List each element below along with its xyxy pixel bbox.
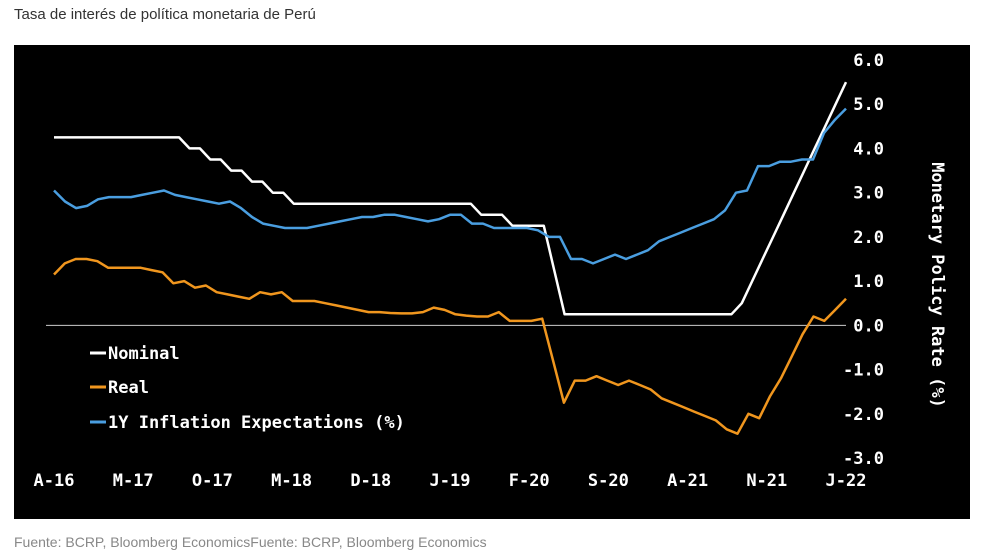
x-tick-label: N-21 bbox=[746, 471, 787, 491]
x-tick-label: A-21 bbox=[667, 471, 708, 491]
y-tick-label: 2.0 bbox=[853, 228, 884, 248]
chart-svg: A-16 M-17 O-17 M-18 D-18 J-19 F-20 S-20 A-21 N-21… bbox=[34, 51, 947, 491]
y-axis-ticks: 6.0 5.0 4.0 3.0 2.0 1.0 0.0 -1.0 -2.0 -3.0 bbox=[843, 51, 884, 469]
y-axis-label: Monetary Policy Rate (%) bbox=[927, 162, 947, 408]
x-axis-ticks: A-16 M-17 O-17 M-18 D-18 J-19 F-20 S-20 A-21 N-21… bbox=[34, 471, 867, 491]
series-line-1 bbox=[53, 257, 847, 435]
y-tick-label: 3.0 bbox=[853, 184, 884, 204]
y-tick-label: 1.0 bbox=[853, 272, 884, 292]
series-line-2 bbox=[53, 107, 847, 265]
legend-label: 1Y Inflation Expectations (%) bbox=[108, 413, 405, 433]
y-tick-label: -1.0 bbox=[843, 361, 884, 381]
chart-title: Tasa de interés de política monetaria de… bbox=[14, 6, 316, 23]
legend: Nominal Real 1Y Inflation Expectations (%) bbox=[90, 344, 405, 433]
x-tick-label: J-22 bbox=[826, 471, 867, 491]
x-tick-label: J-19 bbox=[430, 471, 471, 491]
chart-area: A-16 M-17 O-17 M-18 D-18 J-19 F-20 S-20 A-21 N-21… bbox=[14, 45, 970, 519]
legend-label: Nominal bbox=[108, 344, 180, 364]
x-tick-label: F-20 bbox=[509, 471, 550, 491]
y-tick-label: 6.0 bbox=[853, 51, 884, 71]
source-note: Fuente: BCRP, Bloomberg EconomicsFuente:… bbox=[14, 534, 487, 550]
x-tick-label: M-18 bbox=[271, 471, 312, 491]
y-tick-label: -3.0 bbox=[843, 449, 884, 469]
y-tick-label: 0.0 bbox=[853, 316, 884, 336]
series-group bbox=[53, 81, 848, 435]
series-line-0 bbox=[54, 81, 848, 316]
x-tick-label: A-16 bbox=[34, 471, 75, 491]
y-tick-label: -2.0 bbox=[843, 405, 884, 425]
x-tick-label: D-18 bbox=[350, 471, 391, 491]
y-tick-label: 4.0 bbox=[853, 139, 884, 159]
legend-label: Real bbox=[108, 378, 149, 398]
y-tick-label: 5.0 bbox=[853, 95, 884, 115]
x-tick-label: S-20 bbox=[588, 471, 629, 491]
x-tick-label: O-17 bbox=[192, 471, 233, 491]
x-tick-label: M-17 bbox=[113, 471, 154, 491]
